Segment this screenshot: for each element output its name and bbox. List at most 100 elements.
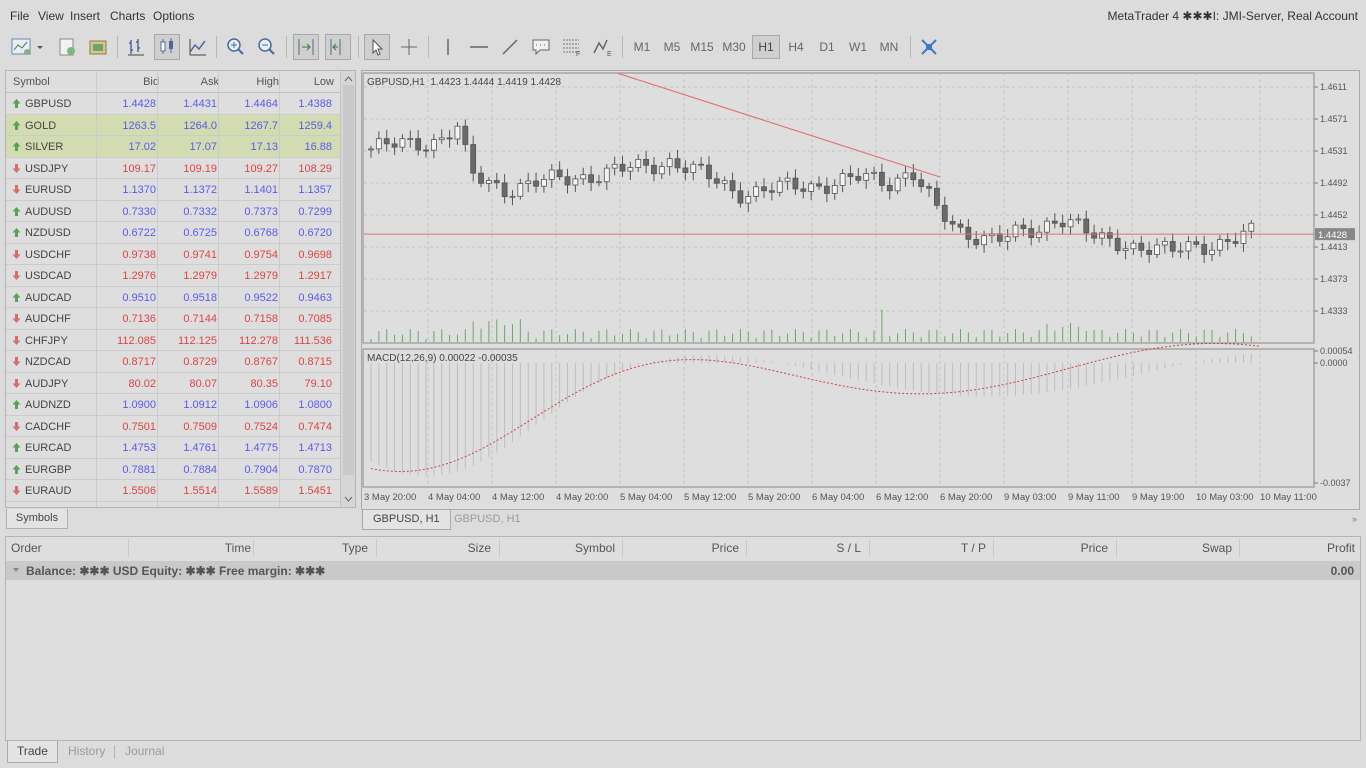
candle-body	[1036, 231, 1042, 239]
candle-body	[1161, 241, 1168, 246]
column-sl[interactable]: S / L	[836, 541, 861, 555]
bar-chart-icon[interactable]	[123, 34, 149, 60]
collapse-icon[interactable]	[12, 566, 20, 574]
chart-tab-gbpusd-1[interactable]: GBPUSD, H1	[362, 510, 451, 530]
candle-body	[1193, 241, 1200, 245]
cell-ask: 1.5514	[183, 485, 217, 497]
balance-profit: 0.00	[1330, 564, 1354, 578]
market-watch-button[interactable]	[85, 34, 111, 60]
chart-window[interactable]: 1.4611 1.4571 1.4531 1.4492 1.4452 1.4413 1.43…	[361, 70, 1360, 510]
column-type[interactable]: Type	[341, 541, 368, 555]
candle-body	[368, 148, 374, 151]
cursor-icon[interactable]	[364, 34, 390, 60]
market-watch-scrollbar[interactable]	[340, 71, 355, 507]
balance-row[interactable]: Balance: ✱✱✱ USD Equity: ✱✱✱ Free margin…	[6, 561, 1360, 580]
horizontal-line-icon[interactable]	[466, 34, 492, 60]
vertical-line-icon[interactable]	[435, 34, 461, 60]
market-row-cadchf[interactable]: CADCHF 0.7501 0.7509 0.7524 0.7474	[6, 416, 341, 437]
market-row-usdcad[interactable]: USDCAD 1.2976 1.2979 1.2979 1.2917	[6, 265, 341, 287]
line-chart-icon[interactable]	[185, 34, 211, 60]
timeframe-h4-button[interactable]: H4	[788, 40, 804, 54]
price-chart[interactable]: 1.4611 1.4571 1.4531 1.4492 1.4452 1.4413 1.43…	[362, 71, 1361, 511]
column-symbol[interactable]: Symbol	[13, 76, 50, 88]
cell-ask: 0.9741	[183, 248, 217, 261]
text-label-icon[interactable]	[528, 34, 554, 60]
zoom-out-icon[interactable]	[254, 34, 280, 60]
price-label: 1.4611	[1320, 82, 1347, 92]
market-row-euraud[interactable]: EURAUD 1.5506 1.5514 1.5589 1.5451	[6, 480, 341, 502]
fullscreen-icon[interactable]	[916, 34, 942, 60]
market-row-audusd[interactable]: AUDUSD 0.7330 0.7332 0.7373 0.7299	[6, 201, 341, 222]
market-row-audnzd[interactable]: AUDNZD 1.0900 1.0912 1.0906 1.0800	[6, 394, 341, 416]
timeframe-w1-button[interactable]: W1	[849, 40, 867, 54]
column-low[interactable]: Low	[313, 76, 334, 88]
market-row-eurgbp[interactable]: EURGBP 0.7881 0.7884 0.7904 0.7870	[6, 459, 341, 480]
tab-history[interactable]: History	[68, 744, 106, 758]
market-row-gold[interactable]: GOLD 1263.5 1264.0 1267.7 1259.4	[6, 114, 341, 136]
market-row-usdchf[interactable]: USDCHF 0.9738 0.9741 0.9754 0.9698	[6, 244, 341, 265]
chart-shift-icon[interactable]	[325, 34, 351, 60]
column-time[interactable]: Time	[224, 541, 251, 555]
timeframe-m5-button[interactable]: M5	[663, 40, 681, 54]
timeframe-m1-button[interactable]: M1	[633, 40, 651, 54]
column-price-2[interactable]: Price	[1080, 541, 1108, 555]
candle-body	[1067, 219, 1074, 228]
market-row-audcad[interactable]: AUDCAD 0.9510 0.9518 0.9522 0.9463	[6, 287, 341, 308]
tab-trade[interactable]: Trade	[7, 741, 58, 763]
market-row-usdjpy[interactable]: USDJPY 109.17 109.19 109.27 108.29	[6, 158, 341, 179]
menu-view[interactable]: View	[38, 9, 64, 23]
timeframe-mn-button[interactable]: MN	[879, 40, 899, 54]
timeframe-d1-button[interactable]: D1	[819, 40, 835, 54]
market-row-nzdcad[interactable]: NZDCAD 0.8717 0.8729 0.8767 0.8715	[6, 351, 341, 373]
toolbar: F E M1 M5 M15 M30 H1 H4 D1 W1 MN	[0, 32, 1366, 62]
column-profit[interactable]: Profit	[1326, 541, 1355, 555]
column-symbol[interactable]: Symbol	[574, 541, 615, 555]
market-row-gbpusd[interactable]: GBPUSD 1.4428 1.4431 1.4464 1.4388	[6, 93, 341, 115]
menu-file[interactable]: File	[10, 9, 30, 23]
menu-insert[interactable]: Insert	[70, 9, 101, 23]
candlestick-chart-icon[interactable]	[154, 34, 180, 60]
zoom-in-icon[interactable]	[223, 34, 249, 60]
column-bid[interactable]: Bid	[143, 76, 159, 88]
chart-tab-gbpusd-2[interactable]: GBPUSD, H1	[454, 513, 521, 525]
tabs-scroll-icon[interactable]: »	[1351, 514, 1357, 524]
candle-body	[1169, 241, 1176, 252]
column-order[interactable]: Order	[11, 541, 42, 555]
column-high[interactable]: High	[256, 76, 279, 88]
column-swap[interactable]: Swap	[1201, 541, 1232, 555]
symbol-name: NZDCAD	[25, 356, 71, 368]
tab-symbols[interactable]: Symbols	[6, 509, 68, 529]
cell-high: 1.2979	[244, 270, 278, 282]
crosshair-icon[interactable]	[396, 34, 422, 60]
market-row-audchf[interactable]: AUDCHF 0.7136 0.7144 0.7158 0.7085	[6, 308, 341, 330]
menu-options[interactable]: Options	[153, 9, 195, 23]
candle-body	[973, 238, 980, 246]
profiles-button[interactable]	[54, 34, 80, 60]
column-ask[interactable]: Ask	[200, 76, 219, 88]
timeframe-m15-button[interactable]: M15	[690, 40, 714, 54]
time-label: 9 May 11:00	[1068, 492, 1120, 503]
market-row-nzdusd[interactable]: NZDUSD 0.6722 0.6725 0.6768 0.6720	[6, 222, 341, 244]
timeframe-h1-button[interactable]: H1	[752, 35, 780, 59]
trendline-icon[interactable]	[497, 34, 523, 60]
market-row-eurusd[interactable]: EURUSD 1.1370 1.1372 1.1401 1.1357	[6, 179, 341, 201]
timeframe-m30-button[interactable]: M30	[722, 40, 746, 54]
market-row-chfjpy[interactable]: CHFJPY 112.085 112.125 112.278 111.536	[6, 330, 341, 351]
column-tp[interactable]: T / P	[960, 541, 986, 555]
market-row-audjpy[interactable]: AUDJPY 80.02 80.07 80.35 79.10	[6, 373, 341, 394]
cell-bid: 0.9738	[122, 248, 156, 261]
new-chart-button[interactable]	[9, 34, 45, 60]
svg-text:F: F	[576, 51, 580, 57]
menu-charts[interactable]: Charts	[110, 9, 146, 23]
column-size[interactable]: Size	[467, 541, 491, 555]
market-row-eurcad[interactable]: EURCAD 1.4753 1.4761 1.4775 1.4713	[6, 437, 341, 459]
time-label: 10 May 03:00	[1196, 492, 1254, 503]
tab-journal[interactable]: Journal	[125, 744, 165, 758]
time-label: 4 May 20:00	[556, 492, 608, 503]
column-price[interactable]: Price	[711, 541, 739, 555]
fibonacci-icon[interactable]: F	[559, 34, 585, 60]
market-row-silver[interactable]: SILVER 17.02 17.07 17.13 16.88	[6, 136, 341, 158]
elliott-wave-icon[interactable]: E	[590, 34, 616, 60]
cell-bid: 1263.5	[122, 119, 156, 132]
auto-scroll-icon[interactable]	[293, 34, 319, 60]
